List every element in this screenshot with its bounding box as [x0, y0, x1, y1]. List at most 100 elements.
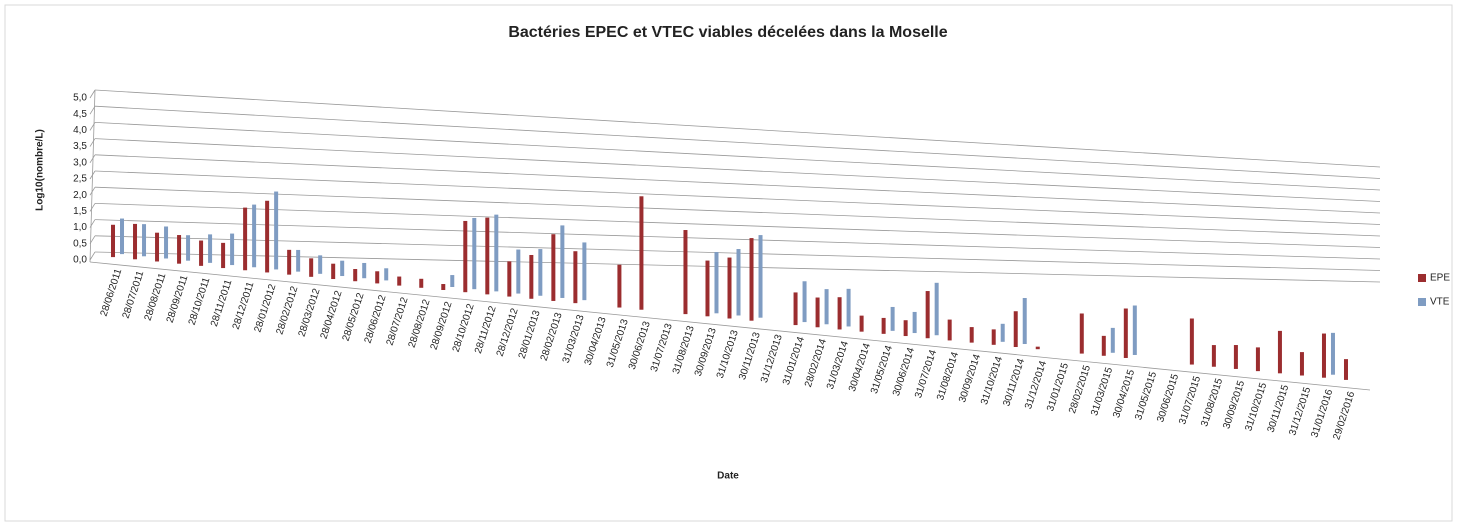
bar [485, 217, 490, 295]
grid-line [89, 203, 96, 212]
bar [111, 224, 116, 258]
bar [177, 235, 182, 264]
bar [1343, 359, 1348, 380]
legend-label: EPE [1430, 273, 1450, 284]
bar [912, 311, 917, 334]
bar [384, 268, 389, 281]
chart-title: Bactéries EPEC et VTEC viables décelées … [508, 24, 947, 41]
bar [133, 223, 138, 260]
bar [375, 271, 380, 284]
bar [1132, 305, 1137, 355]
bar [397, 276, 402, 286]
bar [362, 262, 367, 279]
y-tick-label: 2,0 [73, 190, 87, 201]
bar [186, 235, 191, 261]
bar [991, 329, 996, 345]
legend-swatch [1418, 274, 1426, 282]
grid-line [94, 105, 1381, 179]
grid-line [94, 170, 1381, 225]
bar [705, 260, 710, 317]
bar [890, 306, 895, 331]
bar [450, 275, 455, 287]
bar [1079, 313, 1084, 354]
bar [331, 263, 336, 280]
bar [120, 218, 125, 255]
bar [441, 284, 446, 290]
y-tick-label: 1,5 [73, 206, 87, 217]
bar [252, 204, 257, 268]
legend-label: VTE [1430, 297, 1450, 308]
bar [155, 232, 160, 262]
legend-swatch [1418, 298, 1426, 306]
bar [353, 269, 358, 282]
bar [208, 234, 213, 263]
bar [463, 220, 468, 293]
bar [199, 240, 204, 266]
bar [683, 230, 688, 315]
bar [1255, 347, 1260, 372]
bar [934, 282, 939, 336]
bar [1321, 333, 1326, 378]
bar [221, 242, 226, 269]
bar [1110, 327, 1115, 353]
grid-line [94, 219, 1381, 260]
bar [340, 260, 345, 277]
bar [1330, 332, 1335, 375]
bar [727, 257, 732, 319]
grid-line [94, 89, 1381, 168]
axis-line [89, 261, 1371, 391]
bar [1035, 346, 1040, 350]
y-tick-label: 3,5 [73, 141, 87, 152]
bar [582, 242, 587, 301]
y-tick-label: 0,0 [73, 255, 87, 266]
y-axis-label: Log10(nombre/L) [35, 129, 46, 211]
bar [736, 249, 741, 316]
bar [472, 217, 477, 290]
bar [639, 196, 644, 310]
bar [1101, 335, 1106, 356]
bar [309, 258, 314, 277]
bar [243, 207, 248, 271]
bar [274, 191, 279, 270]
grid-line [94, 186, 1381, 237]
grid-line [94, 154, 1381, 214]
bar [925, 291, 930, 339]
bar [507, 261, 512, 297]
bar [793, 292, 798, 326]
bar [287, 249, 292, 275]
bar [617, 264, 622, 308]
y-tick-label: 3,0 [73, 157, 87, 168]
bar [846, 288, 851, 327]
bar [230, 233, 235, 266]
bar [318, 255, 323, 274]
bar [296, 249, 301, 272]
bar [516, 249, 521, 294]
bar [1123, 308, 1128, 358]
bar [881, 317, 886, 334]
bar [1233, 345, 1238, 369]
y-tick-label: 4,5 [73, 109, 87, 120]
bar [142, 224, 147, 257]
bar [815, 297, 820, 328]
bar [749, 238, 754, 321]
bar [573, 251, 578, 304]
y-tick-label: 4,0 [73, 125, 87, 136]
grid-line [89, 154, 96, 164]
bar [1277, 330, 1282, 374]
bar [1211, 345, 1216, 367]
grid-line [89, 89, 96, 99]
bar [1022, 298, 1027, 345]
grid-line [89, 251, 96, 261]
y-tick-label: 0,5 [73, 238, 87, 249]
bar [419, 278, 424, 288]
bar [824, 289, 829, 325]
bar [837, 297, 842, 330]
bar [529, 254, 534, 299]
y-tick-label: 1,0 [73, 222, 87, 233]
bar [560, 225, 565, 298]
grid-line [94, 203, 1381, 248]
bar [538, 249, 543, 296]
grid-line [89, 186, 96, 196]
bar [947, 319, 952, 341]
bar [1000, 323, 1005, 342]
